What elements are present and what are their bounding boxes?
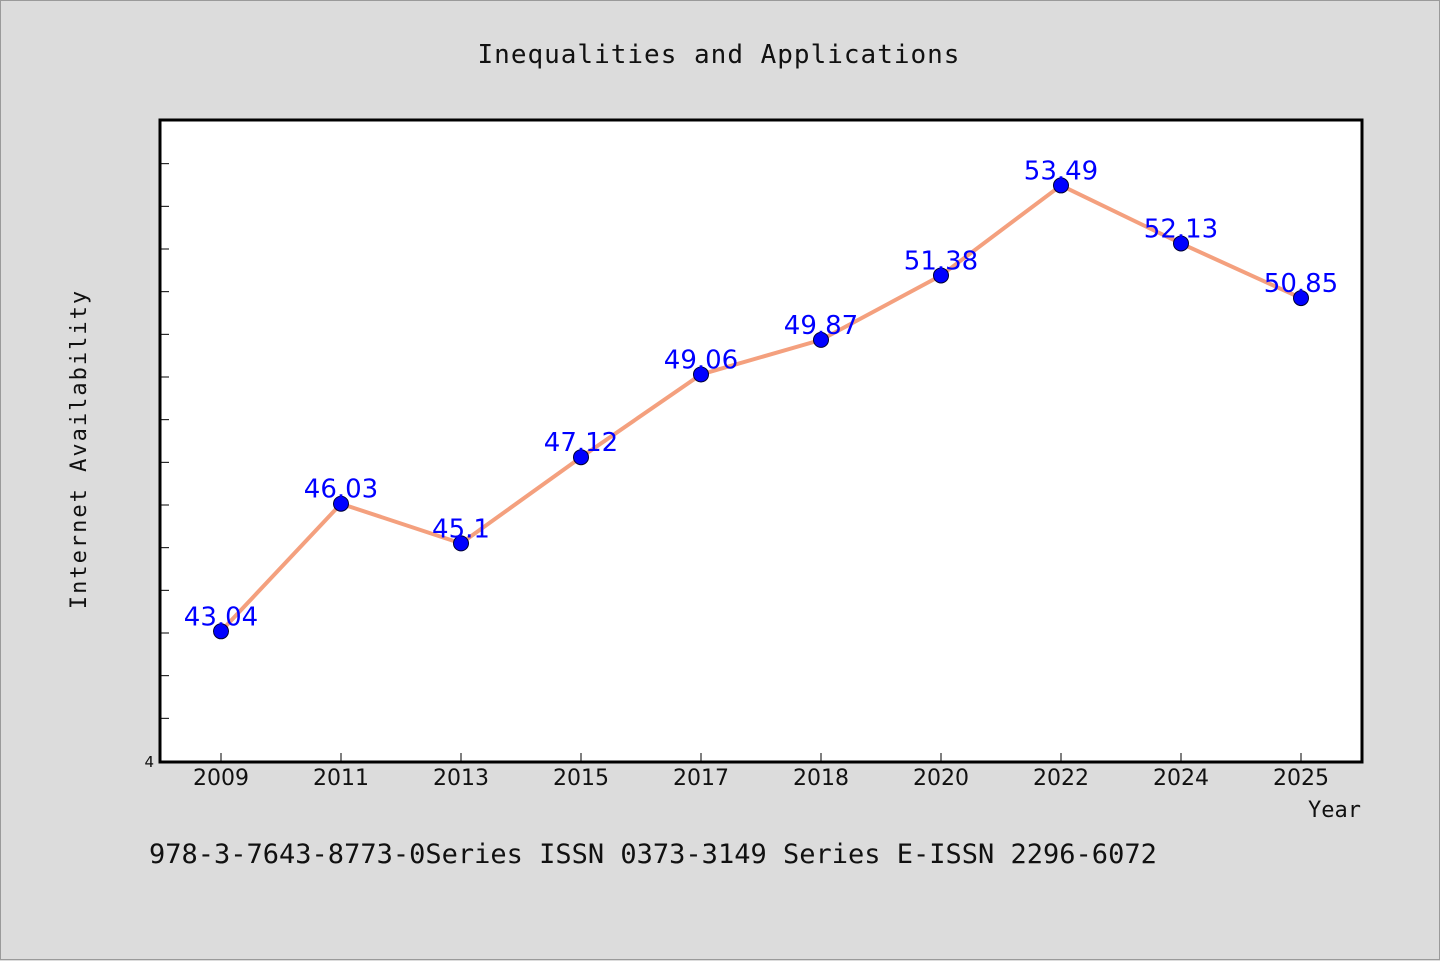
data-point [813, 331, 829, 348]
x-tick-label: 2017 [673, 766, 729, 791]
data-label: 49.06 [664, 345, 738, 375]
data-label: 50.85 [1264, 269, 1338, 299]
x-tick-label: 2025 [1273, 766, 1329, 791]
data-point [573, 449, 589, 466]
series-line [219, 183, 1302, 633]
data-point [213, 623, 229, 640]
x-tick-label: 2013 [433, 766, 489, 791]
x-tick-label: 2022 [1033, 766, 1089, 791]
data-label: 46.03 [304, 475, 378, 505]
data-label: 51.38 [904, 246, 978, 276]
data-point [1053, 177, 1069, 194]
data-label: 47.12 [544, 428, 618, 458]
data-label: 49.87 [784, 311, 858, 341]
data-point [693, 366, 709, 383]
x-tick-label: 2020 [913, 766, 969, 791]
y-axis-ticks [161, 163, 169, 719]
data-label: 52.13 [1144, 214, 1218, 244]
data-point [933, 267, 949, 284]
x-tick-label: 2018 [793, 766, 849, 791]
x-axis-ticks: 2009 2011 2013 2015 2017 2018 2020 2022 2024 2025 [193, 753, 1329, 791]
data-point [1173, 235, 1189, 252]
data-point [453, 535, 469, 552]
series-layer: 43.04 46.03 45.1 47.12 49.06 49.87 51.38 53.49 5… [184, 156, 1338, 640]
data-label: 43.04 [184, 602, 258, 632]
y-axis-label: Internet Availability [67, 289, 92, 609]
x-tick-label: 2009 [193, 766, 249, 791]
footer-text: 978-3-7643-8773-0Series ISSN 0373-3149 S… [149, 839, 1157, 870]
data-point [1293, 290, 1309, 307]
plot-area [158, 118, 1364, 764]
x-axis-label: Year [1308, 798, 1361, 823]
x-tick-label: 2024 [1153, 766, 1209, 791]
data-point [333, 495, 349, 512]
x-tick-label: 2011 [313, 766, 369, 791]
data-label: 45.1 [432, 514, 490, 544]
y-tick-label: 4 [144, 753, 154, 771]
data-label: 53.49 [1024, 156, 1098, 186]
x-tick-label: 2015 [553, 766, 609, 791]
chart-title: Inequalities and Applications [478, 40, 961, 70]
